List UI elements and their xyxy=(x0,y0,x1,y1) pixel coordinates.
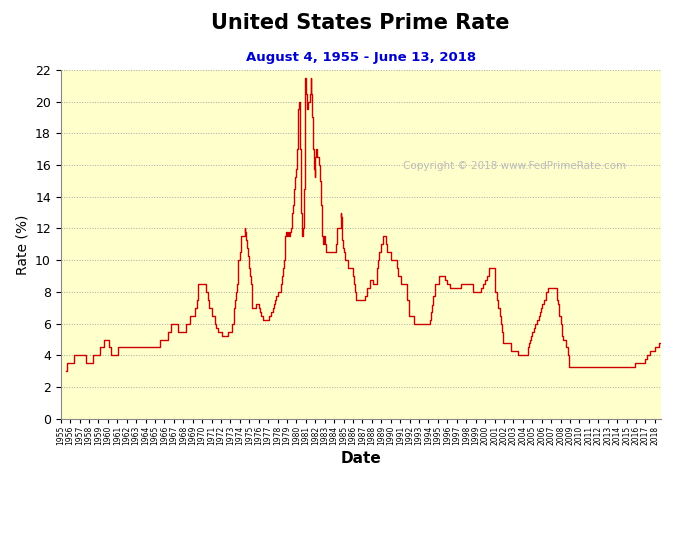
Text: United States Prime Rate: United States Prime Rate xyxy=(212,13,510,33)
Text: August 4, 1955 - June 13, 2018: August 4, 1955 - June 13, 2018 xyxy=(245,51,476,64)
X-axis label: Date: Date xyxy=(340,451,381,466)
Text: Copyright © 2018 www.FedPrimeRate.com: Copyright © 2018 www.FedPrimeRate.com xyxy=(402,161,625,171)
Y-axis label: Rate (%): Rate (%) xyxy=(16,214,30,274)
